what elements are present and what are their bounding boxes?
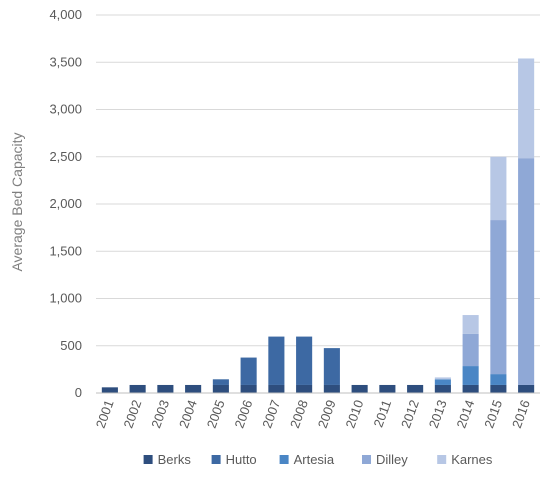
bar-segment-karnes — [490, 156, 507, 221]
legend: Berks Hutto Artesia Dilley Karnes — [143, 452, 493, 467]
x-axis-tick-labels: 2001 2002 2003 2004 2005 2006 2007 2008 2009 2010… — [93, 398, 533, 430]
x-tick-label: 2006 — [231, 398, 255, 430]
y-tick-label: 1,000 — [49, 291, 82, 306]
x-tick-label: 2001 — [93, 398, 117, 430]
y-tick-label: 3,000 — [49, 102, 82, 117]
y-tick-label: 500 — [60, 338, 82, 353]
legend-item-karnes: Karnes — [437, 452, 493, 467]
x-tick-label: 2016 — [509, 398, 533, 430]
bar-segment-berks — [351, 384, 368, 393]
x-tick-label: 2002 — [120, 398, 144, 430]
y-tick-label: 4,000 — [49, 7, 82, 22]
bar-segment-berks — [462, 384, 479, 393]
x-tick-label: 2003 — [148, 398, 172, 430]
x-tick-label: 2004 — [176, 398, 200, 430]
legend-swatch — [211, 455, 221, 464]
bar-segment-karnes — [462, 315, 479, 334]
bar-segment-berks — [101, 387, 118, 393]
bar-segment-hutto — [268, 336, 285, 385]
y-axis-title: Average Bed Capacity — [9, 132, 25, 271]
y-tick-label: 0 — [75, 385, 82, 400]
bar-segment-berks — [240, 384, 257, 393]
legend-item-berks: Berks — [143, 452, 192, 467]
gridlines — [96, 14, 540, 347]
legend-item-hutto: Hutto — [211, 452, 257, 467]
bar-segment-dilley — [490, 220, 507, 375]
bar-segment-karnes — [518, 58, 535, 159]
bars — [101, 58, 535, 393]
bar-segment-berks — [268, 384, 285, 393]
bar-segment-berks — [379, 384, 396, 393]
x-tick-label: 2014 — [453, 398, 477, 430]
x-tick-label: 2011 — [371, 398, 395, 429]
legend-label: Karnes — [451, 452, 493, 467]
y-tick-label: 2,000 — [49, 196, 82, 211]
bar-segment-berks — [129, 384, 146, 393]
legend-swatch — [437, 455, 447, 464]
bar-segment-berks — [185, 384, 202, 393]
legend-label: Dilley — [376, 452, 408, 467]
bar-segment-berks — [490, 384, 507, 393]
x-tick-label: 2013 — [426, 398, 450, 430]
x-tick-label: 2010 — [342, 398, 366, 430]
bar-segment-artesia — [490, 374, 507, 385]
bar-segment-berks — [518, 384, 535, 393]
bar-segment-berks — [157, 384, 174, 393]
bar-segment-artesia — [434, 379, 451, 385]
bar-segment-karnes — [434, 377, 451, 380]
bar-segment-berks — [323, 384, 340, 393]
y-tick-label: 3,500 — [49, 54, 82, 69]
bar-segment-hutto — [212, 379, 229, 385]
bar-segment-berks — [296, 384, 313, 393]
legend-swatch — [362, 455, 371, 464]
x-tick-label: 2012 — [398, 398, 422, 430]
legend-swatch — [279, 455, 289, 464]
bar-segment-berks — [434, 384, 451, 393]
bar-segment-hutto — [323, 348, 340, 385]
x-tick-label: 2005 — [204, 398, 228, 430]
bar-segment-dilley — [462, 333, 479, 367]
bar-segment-artesia — [462, 366, 479, 385]
y-tick-label: 1,500 — [49, 243, 82, 258]
legend-label: Hutto — [226, 452, 257, 467]
bar-segment-berks — [212, 384, 229, 393]
x-tick-label: 2009 — [315, 398, 339, 430]
legend-item-artesia: Artesia — [279, 452, 335, 467]
x-tick-label: 2008 — [287, 398, 311, 430]
legend-label: Artesia — [294, 452, 335, 467]
bar-segment-berks — [407, 384, 424, 393]
bar-segment-hutto — [296, 336, 313, 385]
bar-segment-hutto — [240, 357, 257, 385]
x-tick-label: 2015 — [481, 398, 505, 430]
legend-item-dilley: Dilley — [362, 452, 408, 467]
x-tick-label: 2007 — [259, 398, 283, 430]
bar-segment-dilley — [518, 158, 535, 385]
legend-label: Berks — [158, 452, 192, 467]
y-axis-tick-labels: 0 500 1,000 1,500 2,000 2,500 3,000 3,500 4,000 — [49, 7, 82, 400]
y-tick-label: 2,500 — [49, 149, 82, 164]
legend-swatch — [143, 455, 153, 464]
